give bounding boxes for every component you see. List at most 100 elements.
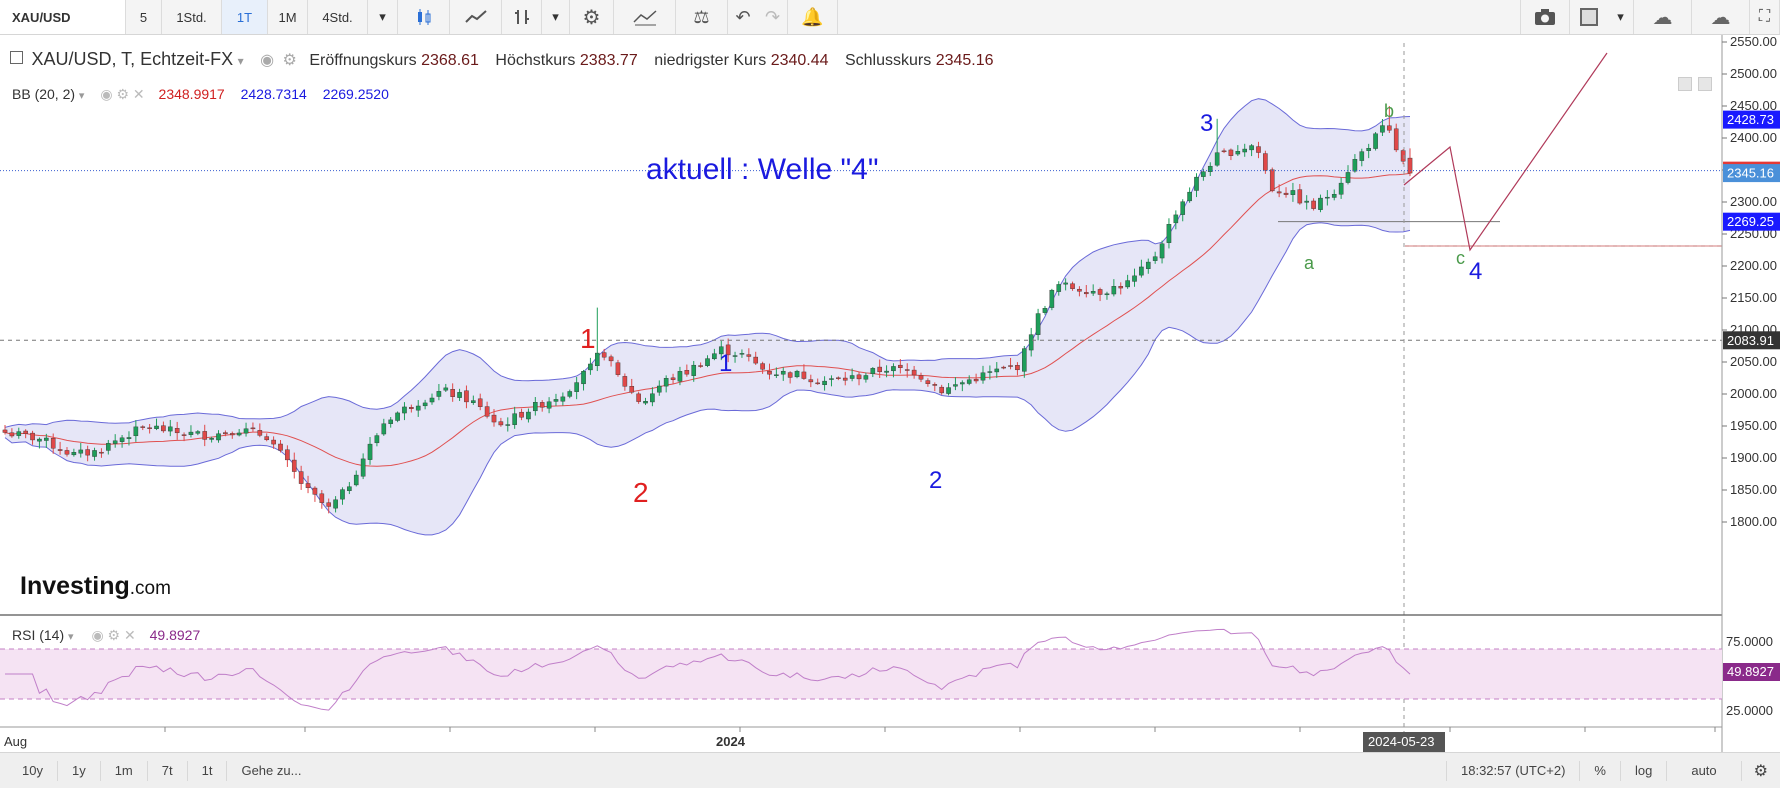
candle-body [374, 435, 380, 444]
eye-icon[interactable]: ◉ [260, 52, 275, 69]
alert-button[interactable]: 🔔 [788, 0, 838, 34]
candle-body [167, 426, 173, 432]
price-tick-label: 2500.00 [1730, 66, 1777, 81]
candle-body [1380, 125, 1385, 133]
eye-icon[interactable]: ◉ [100, 86, 113, 102]
candle [1249, 144, 1254, 157]
auto-scale-toggle[interactable]: auto [1667, 760, 1742, 781]
candle [360, 453, 366, 480]
fullscreen-button[interactable]: ⛶ [1750, 0, 1780, 34]
bar-chart-button[interactable] [502, 0, 542, 34]
gear-icon[interactable]: ⚙ [116, 86, 130, 102]
close-icon[interactable]: ✕ [124, 627, 136, 643]
chevron-down-icon[interactable]: ▾ [237, 54, 244, 68]
close-value: 2345.16 [935, 52, 994, 69]
range-1y-button[interactable]: 1y [58, 760, 101, 781]
candle-body [705, 358, 710, 366]
chart-type-dropdown[interactable]: ▾ [542, 0, 570, 34]
clock-display[interactable]: 18:32:57 (UTC+2) [1446, 760, 1581, 781]
symbol-input[interactable]: XAU/USD [0, 0, 126, 34]
layout-dropdown[interactable]: ▾ [1608, 0, 1634, 34]
candle [1097, 287, 1103, 302]
candle [636, 391, 641, 404]
range-1t-button[interactable]: 1t [188, 760, 228, 781]
candlestick-type-button[interactable] [398, 0, 450, 34]
candle-body [884, 370, 889, 373]
candle-body [71, 452, 77, 456]
candle-body [1207, 165, 1213, 172]
candle [980, 365, 986, 384]
candle [670, 373, 676, 384]
compare-button[interactable]: ⚖ [676, 0, 728, 34]
range-1m-button[interactable]: 1m [101, 760, 148, 781]
undo-button[interactable]: ↶ [728, 0, 758, 34]
candle [484, 401, 490, 419]
settings-gear-button[interactable]: ⚙ [1742, 761, 1780, 781]
cloud-upload-icon: ☁ [1710, 6, 1731, 29]
log-scale-toggle[interactable]: log [1621, 760, 1668, 781]
candle [698, 362, 703, 368]
candle-body [312, 487, 318, 495]
load-chart-button[interactable]: ☁ [1634, 0, 1692, 34]
close-icon[interactable]: ✕ [132, 86, 145, 102]
candlestick-icon [417, 9, 430, 25]
candle [333, 496, 338, 513]
gear-icon[interactable]: ⚙ [282, 52, 297, 69]
area-chart-button[interactable] [450, 0, 502, 34]
candle-body [932, 384, 938, 386]
eye-icon[interactable]: ◉ [91, 627, 104, 643]
candle-body [498, 421, 504, 426]
candle [801, 364, 807, 380]
interval-1h-button[interactable]: 1Std. [162, 0, 222, 34]
candle-body [767, 370, 772, 375]
interval-dropdown-button[interactable]: ▾ [368, 0, 398, 34]
candle-body [57, 449, 63, 451]
candle [960, 380, 965, 392]
collapse-legend-icon[interactable] [10, 51, 23, 64]
chevron-down-icon[interactable]: ▾ [68, 631, 74, 643]
layout-button[interactable] [1570, 0, 1608, 34]
interval-4h-button[interactable]: 4Std. [308, 0, 368, 34]
candle [512, 406, 517, 429]
settings-button[interactable]: ⚙ [570, 0, 614, 34]
candle-body [395, 412, 400, 421]
range-7t-button[interactable]: 7t [148, 760, 188, 781]
chevron-down-icon[interactable]: ▾ [78, 90, 85, 102]
interval-5-button[interactable]: 5 [126, 0, 162, 34]
candle [64, 447, 70, 457]
candle-body [546, 401, 552, 409]
indicators-button[interactable] [614, 0, 676, 34]
save-chart-button[interactable]: ☁ [1692, 0, 1750, 34]
pane-up-icon[interactable] [1678, 77, 1692, 91]
screenshot-button[interactable] [1520, 0, 1570, 34]
candle-body [663, 378, 669, 387]
candle [911, 365, 917, 379]
gear-icon[interactable]: ⚙ [107, 627, 121, 643]
candle [1104, 291, 1110, 300]
price-chart[interactable]: Aug 2024 2024-05-23 2550.00 2500.00 2450.0… [0, 35, 1780, 752]
chevron-down-icon: ▾ [1617, 9, 1624, 24]
redo-button[interactable]: ↷ [758, 0, 788, 34]
candle [1276, 184, 1282, 198]
bb-mid-value: 2348.9917 [158, 86, 225, 102]
candle [1042, 305, 1048, 315]
interval-1d-button[interactable]: 1T [222, 0, 268, 34]
candle-body [1269, 169, 1275, 192]
candle [57, 441, 63, 455]
x-label-aug: Aug [4, 734, 27, 749]
goto-date-button[interactable]: Gehe zu... [241, 763, 302, 778]
pane-maximize-icon[interactable] [1698, 77, 1712, 91]
price-badge [1723, 110, 1780, 129]
candle [1194, 173, 1199, 198]
candle [966, 375, 972, 386]
candle-body [505, 424, 511, 426]
candle-body [918, 375, 924, 380]
interval-1m-button[interactable]: 1M [268, 0, 308, 34]
candle-body [1022, 348, 1027, 372]
price-badge-text: 2269.25 [1727, 214, 1774, 229]
range-10y-button[interactable]: 10y [0, 760, 58, 781]
candle-body [1290, 190, 1296, 195]
percent-scale-toggle[interactable]: % [1580, 760, 1621, 781]
candle [278, 440, 283, 453]
wave-label-red-1: 1 [580, 323, 596, 354]
